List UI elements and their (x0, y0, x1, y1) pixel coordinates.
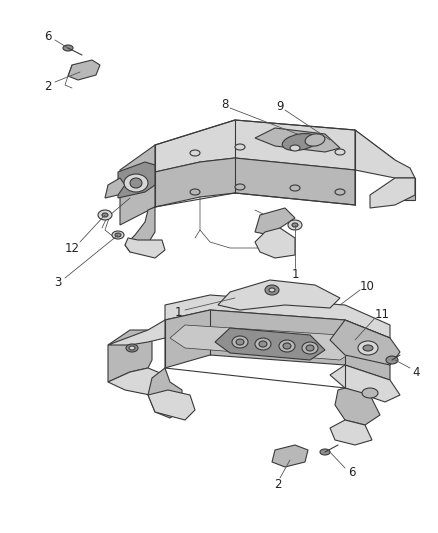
Ellipse shape (282, 134, 318, 150)
Polygon shape (395, 178, 415, 200)
Text: 12: 12 (64, 241, 80, 254)
Ellipse shape (269, 288, 275, 292)
Text: 2: 2 (44, 79, 52, 93)
Polygon shape (155, 158, 355, 207)
Ellipse shape (335, 149, 345, 155)
Ellipse shape (126, 344, 138, 352)
Ellipse shape (63, 45, 73, 51)
Text: 2: 2 (274, 479, 282, 491)
Polygon shape (170, 325, 355, 360)
Ellipse shape (288, 220, 302, 230)
Ellipse shape (236, 339, 244, 345)
Ellipse shape (265, 285, 279, 295)
Ellipse shape (292, 223, 298, 227)
Ellipse shape (363, 345, 373, 351)
Polygon shape (165, 295, 390, 338)
Polygon shape (330, 365, 400, 402)
Ellipse shape (112, 231, 124, 239)
Ellipse shape (130, 178, 142, 188)
Polygon shape (120, 145, 155, 225)
Polygon shape (335, 388, 380, 425)
Polygon shape (105, 178, 125, 198)
Ellipse shape (232, 336, 248, 348)
Polygon shape (218, 280, 340, 310)
Polygon shape (108, 330, 152, 382)
Ellipse shape (259, 341, 267, 347)
Ellipse shape (290, 185, 300, 191)
Text: 10: 10 (360, 279, 374, 293)
Ellipse shape (283, 343, 291, 349)
Polygon shape (370, 178, 415, 208)
Ellipse shape (124, 174, 148, 192)
Ellipse shape (335, 189, 345, 195)
Polygon shape (255, 228, 295, 258)
Ellipse shape (320, 449, 330, 455)
Text: 4: 4 (412, 366, 420, 378)
Polygon shape (148, 390, 195, 420)
Polygon shape (355, 130, 415, 178)
Ellipse shape (255, 338, 271, 350)
Text: 6: 6 (44, 30, 52, 44)
Polygon shape (108, 368, 165, 395)
Ellipse shape (235, 184, 245, 190)
Text: 3: 3 (54, 277, 62, 289)
Polygon shape (108, 320, 175, 345)
Ellipse shape (129, 346, 135, 350)
Text: 11: 11 (374, 308, 389, 320)
Polygon shape (118, 162, 155, 198)
Ellipse shape (302, 342, 318, 354)
Polygon shape (330, 420, 372, 445)
Text: 6: 6 (348, 466, 356, 480)
Polygon shape (215, 328, 325, 360)
Polygon shape (255, 208, 295, 235)
Ellipse shape (102, 213, 108, 217)
Ellipse shape (290, 145, 300, 151)
Ellipse shape (358, 341, 378, 355)
Polygon shape (125, 238, 165, 258)
Polygon shape (272, 445, 308, 467)
Polygon shape (125, 207, 155, 252)
Ellipse shape (190, 150, 200, 156)
Ellipse shape (235, 144, 245, 150)
Ellipse shape (305, 134, 325, 146)
Text: 9: 9 (276, 100, 284, 112)
Polygon shape (148, 368, 182, 418)
Ellipse shape (306, 345, 314, 351)
Ellipse shape (190, 189, 200, 195)
Ellipse shape (362, 388, 378, 398)
Polygon shape (165, 310, 390, 380)
Ellipse shape (98, 210, 112, 220)
Ellipse shape (279, 340, 295, 352)
Polygon shape (155, 120, 395, 172)
Polygon shape (330, 320, 400, 365)
Polygon shape (68, 60, 100, 80)
Ellipse shape (115, 233, 121, 237)
Text: 8: 8 (221, 98, 229, 110)
Ellipse shape (386, 356, 398, 364)
Polygon shape (255, 128, 340, 152)
Text: 1: 1 (174, 306, 182, 319)
Text: 1: 1 (291, 268, 299, 280)
